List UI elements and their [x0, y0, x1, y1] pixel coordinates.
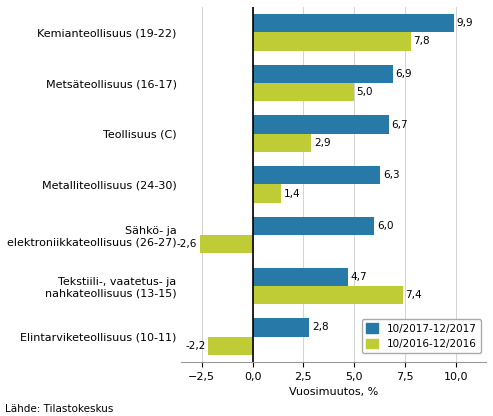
Text: Lähde: Tilastokeskus: Lähde: Tilastokeskus: [5, 404, 113, 414]
Bar: [252, 166, 381, 184]
Text: -2,6: -2,6: [177, 239, 197, 249]
Bar: [252, 83, 354, 101]
Bar: [252, 134, 312, 152]
Bar: [252, 267, 348, 286]
Text: 7,8: 7,8: [413, 37, 430, 47]
Text: 5,0: 5,0: [356, 87, 373, 97]
Bar: [200, 235, 252, 253]
Text: 6,3: 6,3: [383, 170, 399, 180]
Legend: 10/2017-12/2017, 10/2016-12/2016: 10/2017-12/2017, 10/2016-12/2016: [362, 319, 481, 353]
Text: 6,9: 6,9: [395, 69, 412, 79]
Bar: [252, 286, 403, 304]
Text: 7,4: 7,4: [405, 290, 422, 300]
Bar: [252, 32, 411, 51]
Text: 1,4: 1,4: [283, 188, 300, 198]
Bar: [252, 14, 454, 32]
Text: -2,2: -2,2: [185, 341, 206, 351]
Bar: [208, 337, 252, 355]
Text: 6,0: 6,0: [377, 221, 393, 231]
Text: 6,7: 6,7: [391, 119, 408, 130]
Bar: [252, 116, 388, 134]
Bar: [252, 65, 392, 83]
Text: 2,9: 2,9: [314, 138, 330, 148]
Text: 9,9: 9,9: [456, 18, 473, 28]
X-axis label: Vuosimuutos, %: Vuosimuutos, %: [289, 387, 378, 397]
Bar: [252, 184, 281, 203]
Text: 4,7: 4,7: [351, 272, 367, 282]
Text: 2,8: 2,8: [312, 322, 328, 332]
Bar: [252, 318, 310, 337]
Bar: [252, 217, 374, 235]
